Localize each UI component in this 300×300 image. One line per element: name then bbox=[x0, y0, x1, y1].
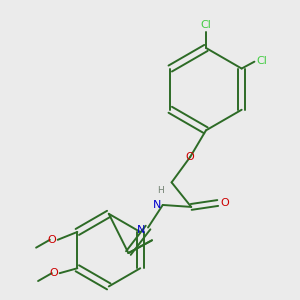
Text: Cl: Cl bbox=[200, 20, 211, 30]
Text: Cl: Cl bbox=[256, 56, 267, 66]
Text: N: N bbox=[152, 200, 161, 210]
Text: O: O bbox=[186, 152, 195, 162]
Text: O: O bbox=[47, 235, 56, 245]
Text: O: O bbox=[221, 198, 230, 208]
Text: N: N bbox=[137, 224, 145, 235]
Text: H: H bbox=[158, 186, 164, 195]
Text: O: O bbox=[49, 268, 58, 278]
